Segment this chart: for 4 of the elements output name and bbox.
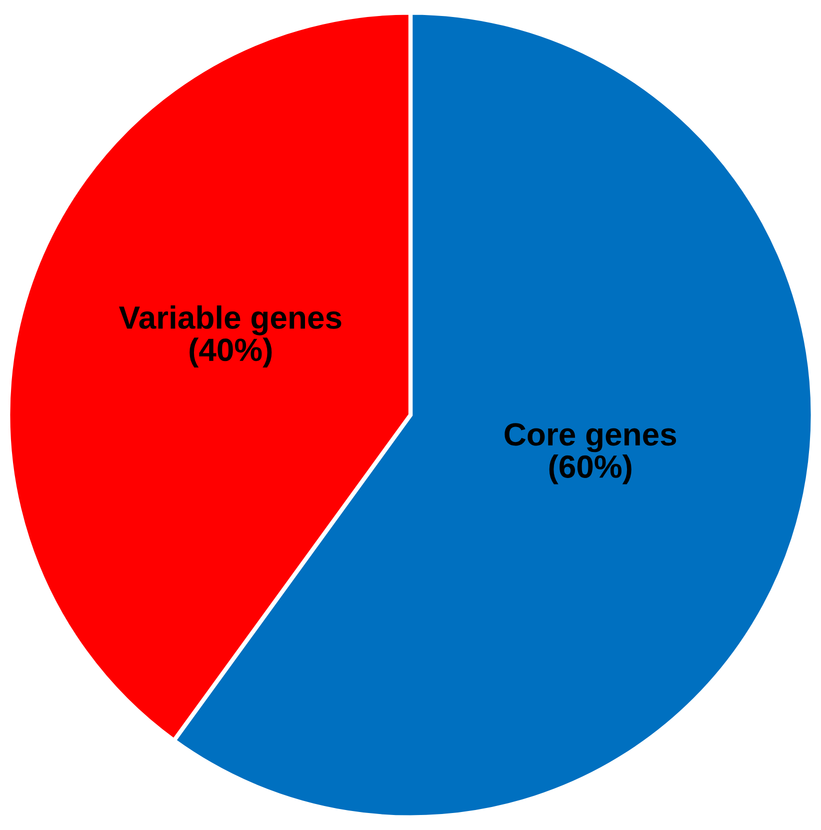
slice-label: Core genes: [504, 423, 676, 452]
slice-label: Variable genes: [119, 305, 342, 336]
data-label: (40%): [190, 338, 272, 368]
data-label: (60%): [549, 454, 632, 484]
